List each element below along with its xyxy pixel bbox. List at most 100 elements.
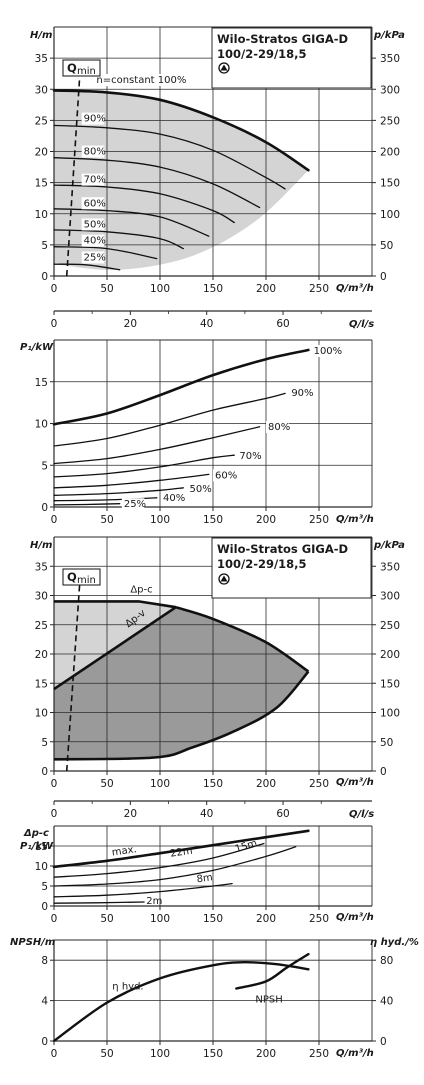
- lps-tick-label: 60: [276, 808, 289, 820]
- p6-xtick-label: 250: [309, 913, 329, 925]
- p3-xtick-label: 100: [150, 514, 170, 526]
- flow-lps-axis-1: 0 20 40 60 Q/l/s: [51, 310, 374, 330]
- p3-curve-label-bg: [161, 491, 184, 504]
- p6-curve-label: 8m: [196, 872, 213, 885]
- lps-tick-label: 0: [51, 808, 58, 820]
- p1-ytick-label: 15: [35, 178, 48, 190]
- lps-tick-label: 40: [200, 318, 213, 330]
- p3-xtick-label: 0: [51, 514, 58, 526]
- p1-xtick-label: 150: [203, 283, 223, 295]
- p1-curve-70: [53, 184, 235, 224]
- pump-title-box-2: [211, 537, 372, 599]
- p1-xtick-label: 0: [51, 283, 58, 295]
- p4-dpv-line: [53, 606, 177, 691]
- p3-curve-40: [53, 497, 158, 502]
- p1r-ytick-right-label: 0: [380, 271, 387, 283]
- p1-ytick-label: 35: [35, 53, 48, 65]
- p1-curve-label-bg: [81, 218, 105, 231]
- p6-xtick-label: 150: [203, 913, 223, 925]
- p3-curve-25: [53, 503, 121, 506]
- p1-curve-label: n=constant 100%: [96, 75, 186, 86]
- p7-xtick-label: 200: [256, 1048, 276, 1060]
- p1-curve-label-bg: [81, 145, 105, 158]
- p1-qmin-line: [65, 64, 82, 277]
- p1-curve-label-bg: [81, 251, 105, 264]
- p4-xtick-label: 200: [256, 778, 276, 790]
- p3-ytick-label: 15: [35, 377, 48, 389]
- p4-ytick-label: 15: [35, 678, 48, 690]
- p4r-ytick-right-label: 350: [380, 561, 400, 573]
- pump-title-box: [211, 27, 372, 89]
- p6-ytick-label: 0: [41, 901, 48, 913]
- p4-qmin-box: [62, 568, 101, 586]
- p3-curve-label: 60%: [215, 470, 237, 481]
- p4-xlabel: Q/m³/h: [336, 777, 374, 788]
- p6-curve-label: max.: [111, 844, 137, 858]
- p1-xtick-label: 50: [100, 283, 113, 295]
- p4-dpc-label: Δp-c: [130, 585, 152, 596]
- p3-curve-label-bg: [311, 345, 341, 358]
- p6-curve-2m: [53, 901, 145, 904]
- lps-tick-label: 0: [51, 318, 58, 330]
- p1-qmin-box: [62, 59, 101, 77]
- p1-curve-label-bg: [81, 173, 105, 186]
- lps-tick-label: 40: [200, 808, 213, 820]
- p1-curve-label-bg: [81, 112, 105, 125]
- p3-curve-label-bg: [289, 386, 312, 399]
- p4-ylabel-right: p/kPa: [373, 540, 405, 551]
- p7-xlabel: Q/m³/h: [336, 1048, 374, 1059]
- p3-curve-label: 90%: [291, 388, 313, 399]
- p1r-ytick-right-label: 50: [380, 240, 393, 252]
- p1-ylabel-right: p/kPa: [373, 30, 405, 41]
- p6-curve-8m: [53, 882, 233, 898]
- p1r-ytick-right-label: 200: [380, 147, 400, 159]
- p6-ytick-label: 15: [35, 841, 48, 853]
- p1-ytick-label: 30: [35, 84, 48, 96]
- p6-curve-label: 22m: [169, 846, 193, 860]
- p4-xtick-label: 0: [51, 778, 58, 790]
- p7-ytick-label: 8: [41, 955, 48, 967]
- p1-ytick-label: 25: [35, 115, 48, 127]
- p1-curve-50: [53, 229, 184, 250]
- p1-xlabel: Q/m³/h: [336, 283, 374, 294]
- p6-ylabel2: P₁/kW: [20, 841, 54, 852]
- p4-ytick-label: 35: [35, 561, 48, 573]
- p6-curve-15m: [53, 846, 297, 887]
- p3-ytick-label: 10: [35, 419, 48, 431]
- p1-curve-60: [53, 208, 210, 237]
- p1r-ytick-right-label: 350: [380, 53, 400, 65]
- p3-curve-60: [53, 473, 210, 489]
- pump-model-2: 100/2-29/18,5: [217, 557, 307, 571]
- p3-curve-label: 70%: [239, 451, 261, 462]
- p4-qmin-line: [65, 572, 82, 772]
- p7r-ytick-right-label: 80: [380, 955, 393, 967]
- p3-curve-50: [53, 487, 184, 496]
- p3-xtick-label: 250: [309, 514, 329, 526]
- p1-ytick-label: 0: [41, 271, 48, 283]
- p6-xtick-label: 50: [100, 913, 113, 925]
- p4r-ytick-right-label: 150: [380, 678, 400, 690]
- lps-tick-label: 60: [276, 318, 289, 330]
- p4-ytick-label: 30: [35, 591, 48, 603]
- p7-xtick-label: 100: [150, 1048, 170, 1060]
- p1-curve-nconstant100: [52, 89, 310, 172]
- lps-tick-label: 20: [124, 808, 137, 820]
- p3-ytick-label: 5: [41, 460, 48, 472]
- p1-curve-label: 80%: [84, 147, 106, 158]
- p7-eta-label: η hyd.: [112, 981, 143, 992]
- p4-qmin-label: Q: [67, 570, 77, 584]
- p3-xlabel: Q/m³/h: [336, 514, 374, 525]
- p7-eta-curve: [52, 960, 310, 1043]
- p7-xtick-label: 250: [309, 1048, 329, 1060]
- p1-ytick-label: 20: [35, 147, 48, 159]
- p6-ytick-label: 5: [41, 881, 48, 893]
- p1-curve-label: 40%: [84, 236, 106, 247]
- pump-name: Wilo-Stratos GIGA-D: [217, 32, 348, 46]
- p1-curve-label-bg: [94, 74, 192, 87]
- p1r-ytick-right-label: 300: [380, 84, 400, 96]
- p4r-ytick-right-label: 0: [380, 766, 387, 778]
- dual-pump-icon-2: [218, 573, 230, 585]
